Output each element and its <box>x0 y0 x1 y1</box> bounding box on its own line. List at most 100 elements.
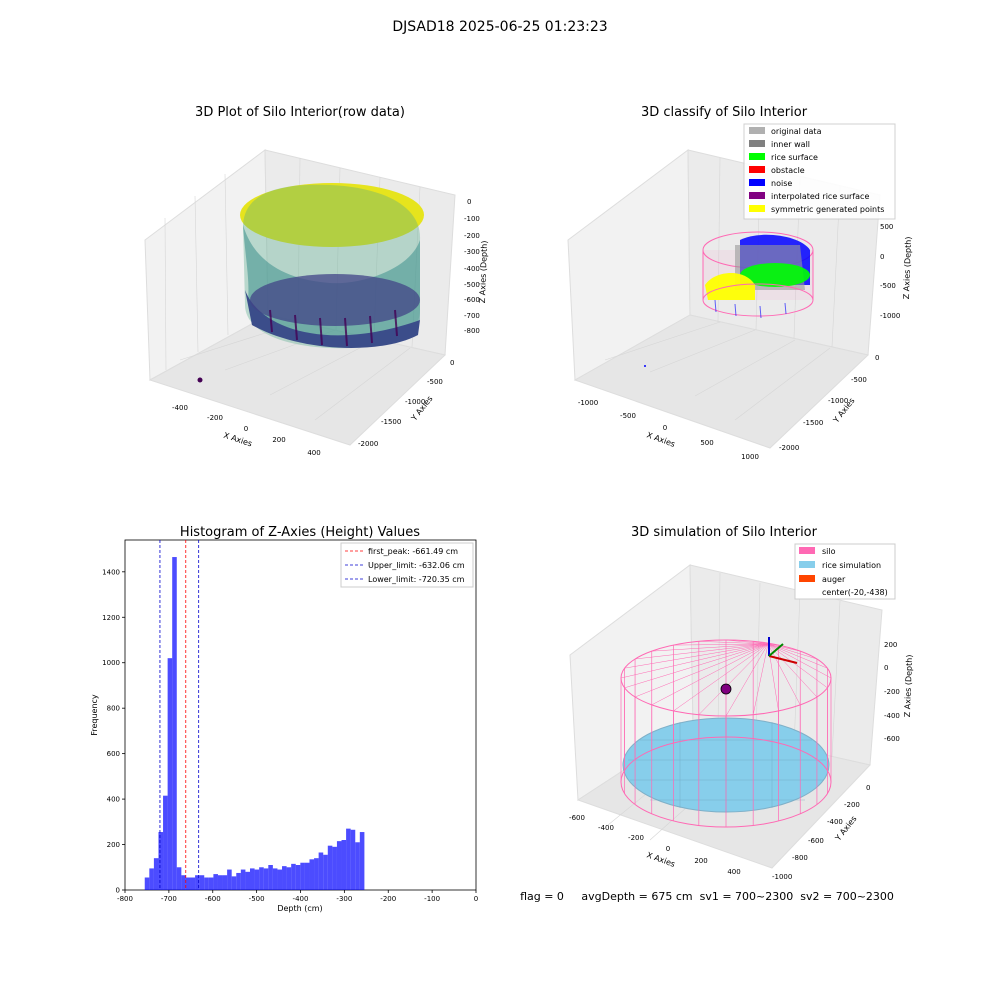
sim-y-tick-label: -200 <box>844 801 860 809</box>
histogram-bar <box>240 869 246 890</box>
silo-roof-line <box>767 643 828 689</box>
silo-roof-line <box>698 641 769 645</box>
raw-z-tick-label: -200 <box>464 232 480 240</box>
histogram-y-tick-label: 200 <box>107 841 120 849</box>
raw-y-tick-label: 0 <box>450 359 454 367</box>
classify-y-tick-label: -500 <box>851 376 867 384</box>
histogram-x-tick-label: -100 <box>424 895 440 903</box>
classify-x-tick-label: -1000 <box>578 399 598 407</box>
raw-z-tick-label: -800 <box>464 327 480 335</box>
histogram-bar <box>249 868 255 890</box>
histogram-bar <box>291 863 296 890</box>
histogram-bar <box>282 866 287 890</box>
histogram-bar <box>259 867 264 890</box>
legend-swatch <box>799 547 815 554</box>
raw-z-tick-label: -100 <box>464 215 480 223</box>
raw-x-tick-label: -400 <box>172 404 188 412</box>
sim-z-axis-label: Z Axies (Depth) <box>903 654 914 717</box>
classify-point-cloud <box>644 231 814 367</box>
raw-x-tick-label: 200 <box>272 436 285 444</box>
silo-roof-line <box>767 643 818 660</box>
raw-z-tick-label: -600 <box>464 296 480 304</box>
raw-point-cloud <box>197 183 424 383</box>
histogram-plot-area <box>124 539 477 891</box>
histogram-bar <box>185 877 191 890</box>
histogram-bar <box>359 832 365 890</box>
classify-y-tick-label: -2000 <box>779 444 799 452</box>
sim-x-tick-label: -600 <box>569 814 585 822</box>
silo-roof-line <box>698 643 769 715</box>
legend-swatch <box>799 561 815 568</box>
raw-z-tick-label: -300 <box>464 248 480 256</box>
raw-y-tick-label: -1000 <box>405 398 425 406</box>
histogram-legend: first_peak: -661.49 cm Upper_limit: -632… <box>340 542 474 588</box>
histogram-x-tick-label: -700 <box>161 895 177 903</box>
classify-legend-label: obstacle <box>771 166 805 175</box>
classify-y-tick-label: -1000 <box>828 397 848 405</box>
sim-z-tick-label: -400 <box>884 712 900 720</box>
sim-y-tick-label: -400 <box>827 818 843 826</box>
sim-y-tick-label: 0 <box>866 784 870 792</box>
histogram-bar <box>350 829 356 890</box>
classify-z-tick-label: -500 <box>880 282 896 290</box>
histogram-y-tick-label: 400 <box>107 796 120 804</box>
panel-raw-title: 3D Plot of Silo Interior(row data) <box>195 105 405 120</box>
histogram-bar <box>355 842 360 890</box>
raw-y-tick-label: -2000 <box>358 440 378 448</box>
panel-classify: 3D classify of Silo Interior <box>567 105 913 461</box>
sim-x-tick-label: -200 <box>628 834 644 842</box>
histogram-bar <box>327 845 333 890</box>
histogram-bar <box>149 868 154 890</box>
histogram-bar <box>231 876 237 890</box>
histogram-bar <box>323 854 328 890</box>
raw-z-tick-label: -500 <box>464 281 480 289</box>
classify-z-tick-label: 500 <box>880 223 893 231</box>
raw-z-tick-label: -400 <box>464 265 480 273</box>
histogram-x-tick-label: -500 <box>249 895 265 903</box>
classify-y-tick-label: -1500 <box>803 419 823 427</box>
histogram-bar <box>208 877 214 890</box>
axis-arrow-y <box>768 643 784 657</box>
silo-roof-line <box>753 641 769 645</box>
histogram-bar <box>318 852 324 890</box>
sim-y-tick-label: -800 <box>792 854 808 862</box>
sim-x-tick-label: 400 <box>727 868 740 876</box>
histogram-bar <box>286 867 292 890</box>
silo-roof-line <box>725 643 769 717</box>
histogram-bar <box>217 875 223 890</box>
legend-swatch <box>749 192 765 199</box>
histogram-x-tick-label: -300 <box>336 895 352 903</box>
histogram-x-tick-label: -800 <box>117 895 133 903</box>
simulation-legend-label: rice simulation <box>822 561 881 570</box>
classify-y-tick-label: 0 <box>875 354 879 362</box>
silo-roof-line <box>624 643 769 669</box>
histogram-y-tick-label: 1200 <box>102 614 120 622</box>
histogram-bar <box>272 868 278 890</box>
panel-raw-data: 3D Plot of Silo Interior(row data) <box>144 105 489 457</box>
classify-x-tick-label: 500 <box>700 439 713 447</box>
axis-arrow-x <box>768 655 798 664</box>
histogram-bar <box>167 658 173 890</box>
silo-roof-line <box>635 643 769 660</box>
silo-roof-line <box>767 643 801 652</box>
histogram-y-tick-label: 800 <box>107 705 120 713</box>
histogram-bar <box>176 867 182 890</box>
histogram-y-tick-label: 1000 <box>102 659 120 667</box>
histogram-bar <box>304 862 310 890</box>
panel-classify-title: 3D classify of Silo Interior <box>641 105 808 120</box>
raw-z-tick-label: 0 <box>467 198 471 206</box>
histogram-legend-label: Upper_limit: -632.06 cm <box>368 561 465 570</box>
histogram-bar <box>144 877 150 890</box>
histogram-y-tick-label: 600 <box>107 750 120 758</box>
auger-marker <box>720 683 732 695</box>
histogram-x-tick-label: 0 <box>474 895 478 903</box>
silo-roof-line <box>673 643 769 712</box>
histogram-legend-label: Lower_limit: -720.35 cm <box>368 575 465 584</box>
legend-swatch <box>749 153 765 160</box>
legend-swatch <box>799 575 815 582</box>
classify-x-tick-label: -500 <box>620 412 636 420</box>
raw-x-tick-label: 0 <box>244 425 248 433</box>
sim-x-tick-label: 200 <box>694 857 707 865</box>
raw-z-axis-label: Z Axies (Depth) <box>478 240 489 303</box>
legend-swatch <box>749 140 765 147</box>
